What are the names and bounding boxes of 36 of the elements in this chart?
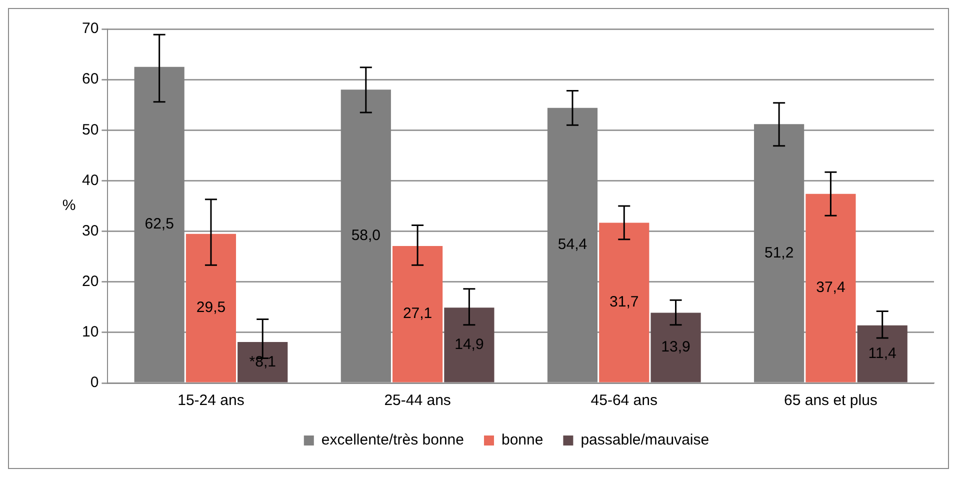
bar xyxy=(857,325,908,382)
data-label: 31,7 xyxy=(610,294,639,311)
y-tick-label: 20 xyxy=(82,273,99,290)
y-tick-label: 0 xyxy=(90,374,99,392)
bar xyxy=(806,194,856,382)
data-label: 54,4 xyxy=(558,236,588,254)
bar xyxy=(599,222,650,382)
data-label: 13,9 xyxy=(661,338,690,356)
y-tick-label: 40 xyxy=(82,172,99,189)
data-label: 27,1 xyxy=(402,305,432,322)
bar xyxy=(650,312,701,382)
legend-label: bonne xyxy=(501,432,544,449)
y-tick-label: 30 xyxy=(82,222,99,240)
legend-label: passable/mauvaise xyxy=(580,432,710,449)
data-label: 37,4 xyxy=(816,279,846,296)
y-axis-title: % xyxy=(62,197,76,214)
data-label: 51,2 xyxy=(764,244,794,262)
data-label: 14,9 xyxy=(454,336,484,354)
x-tick-label: 45-64 ans xyxy=(590,392,658,410)
x-tick-label: 15-24 ans xyxy=(178,392,244,410)
bar xyxy=(186,234,236,382)
bar xyxy=(392,246,443,382)
y-tick-label: 50 xyxy=(82,121,99,138)
bar xyxy=(444,308,494,382)
legend-label: excellente/très bonne xyxy=(321,432,464,449)
data-label: 62,5 xyxy=(144,216,174,233)
y-tick-label: 60 xyxy=(82,70,99,88)
data-label: *8,1 xyxy=(249,353,276,370)
data-label: 29,5 xyxy=(196,299,226,316)
y-tick-label: 10 xyxy=(82,324,99,341)
y-tick-label: 70 xyxy=(82,20,99,38)
data-label: 58,0 xyxy=(351,227,381,244)
data-label: 11,4 xyxy=(868,344,896,362)
x-tick-label: 65 ans et plus xyxy=(784,392,878,410)
bar xyxy=(238,342,288,382)
x-tick-label: 25-44 ans xyxy=(384,392,451,410)
